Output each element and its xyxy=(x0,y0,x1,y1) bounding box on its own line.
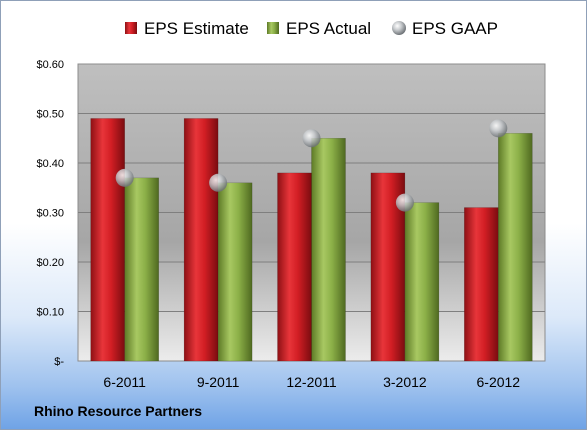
legend-swatch-actual xyxy=(267,22,279,34)
y-axis: $- $0.10 $0.20 $0.30 $0.40 $0.50 $0.60 xyxy=(36,59,64,368)
y-tick-label: $0.50 xyxy=(36,109,64,121)
bar-eps-actual xyxy=(498,133,533,362)
bar-eps-estimate xyxy=(90,118,125,362)
bars xyxy=(90,118,533,362)
x-tick-label: 6-2012 xyxy=(477,374,521,390)
company-name: Rhino Resource Partners xyxy=(34,403,203,419)
x-tick-label: 6-2011 xyxy=(103,374,146,390)
y-tick-label: $0.30 xyxy=(36,208,64,220)
marker-eps-gaap xyxy=(489,119,508,138)
marker-eps-gaap xyxy=(302,129,321,148)
legend-swatch-estimate xyxy=(125,22,137,34)
legend-label: EPS GAAP xyxy=(412,19,498,38)
bar-eps-actual xyxy=(311,138,346,362)
marker-eps-gaap xyxy=(209,173,228,192)
y-tick-label: $- xyxy=(54,356,64,368)
bar-eps-actual xyxy=(217,182,253,362)
x-axis: 6-2011 9-2011 12-2011 3-2012 6-2012 xyxy=(103,374,520,390)
x-tick-label: 3-2012 xyxy=(383,374,427,390)
legend-swatch-gaap xyxy=(392,21,406,35)
marker-eps-gaap xyxy=(395,193,414,212)
x-tick-label: 9-2011 xyxy=(197,374,240,390)
legend-label: EPS Actual xyxy=(286,19,371,38)
y-tick-label: $0.60 xyxy=(36,59,64,71)
y-tick-label: $0.20 xyxy=(36,257,64,269)
gaap-markers xyxy=(115,119,508,212)
bar-eps-estimate xyxy=(277,172,312,362)
y-tick-label: $0.40 xyxy=(36,158,64,170)
x-tick-label: 12-2011 xyxy=(286,374,337,390)
bar-eps-estimate xyxy=(464,207,499,362)
bar-eps-actual xyxy=(404,202,440,362)
y-tick-label: $0.10 xyxy=(36,307,64,319)
bar-eps-actual xyxy=(124,177,159,362)
bar-eps-estimate xyxy=(183,118,219,362)
marker-eps-gaap xyxy=(115,168,134,187)
legend: EPS Estimate EPS Actual EPS GAAP xyxy=(125,19,498,38)
legend-label: EPS Estimate xyxy=(144,19,249,38)
